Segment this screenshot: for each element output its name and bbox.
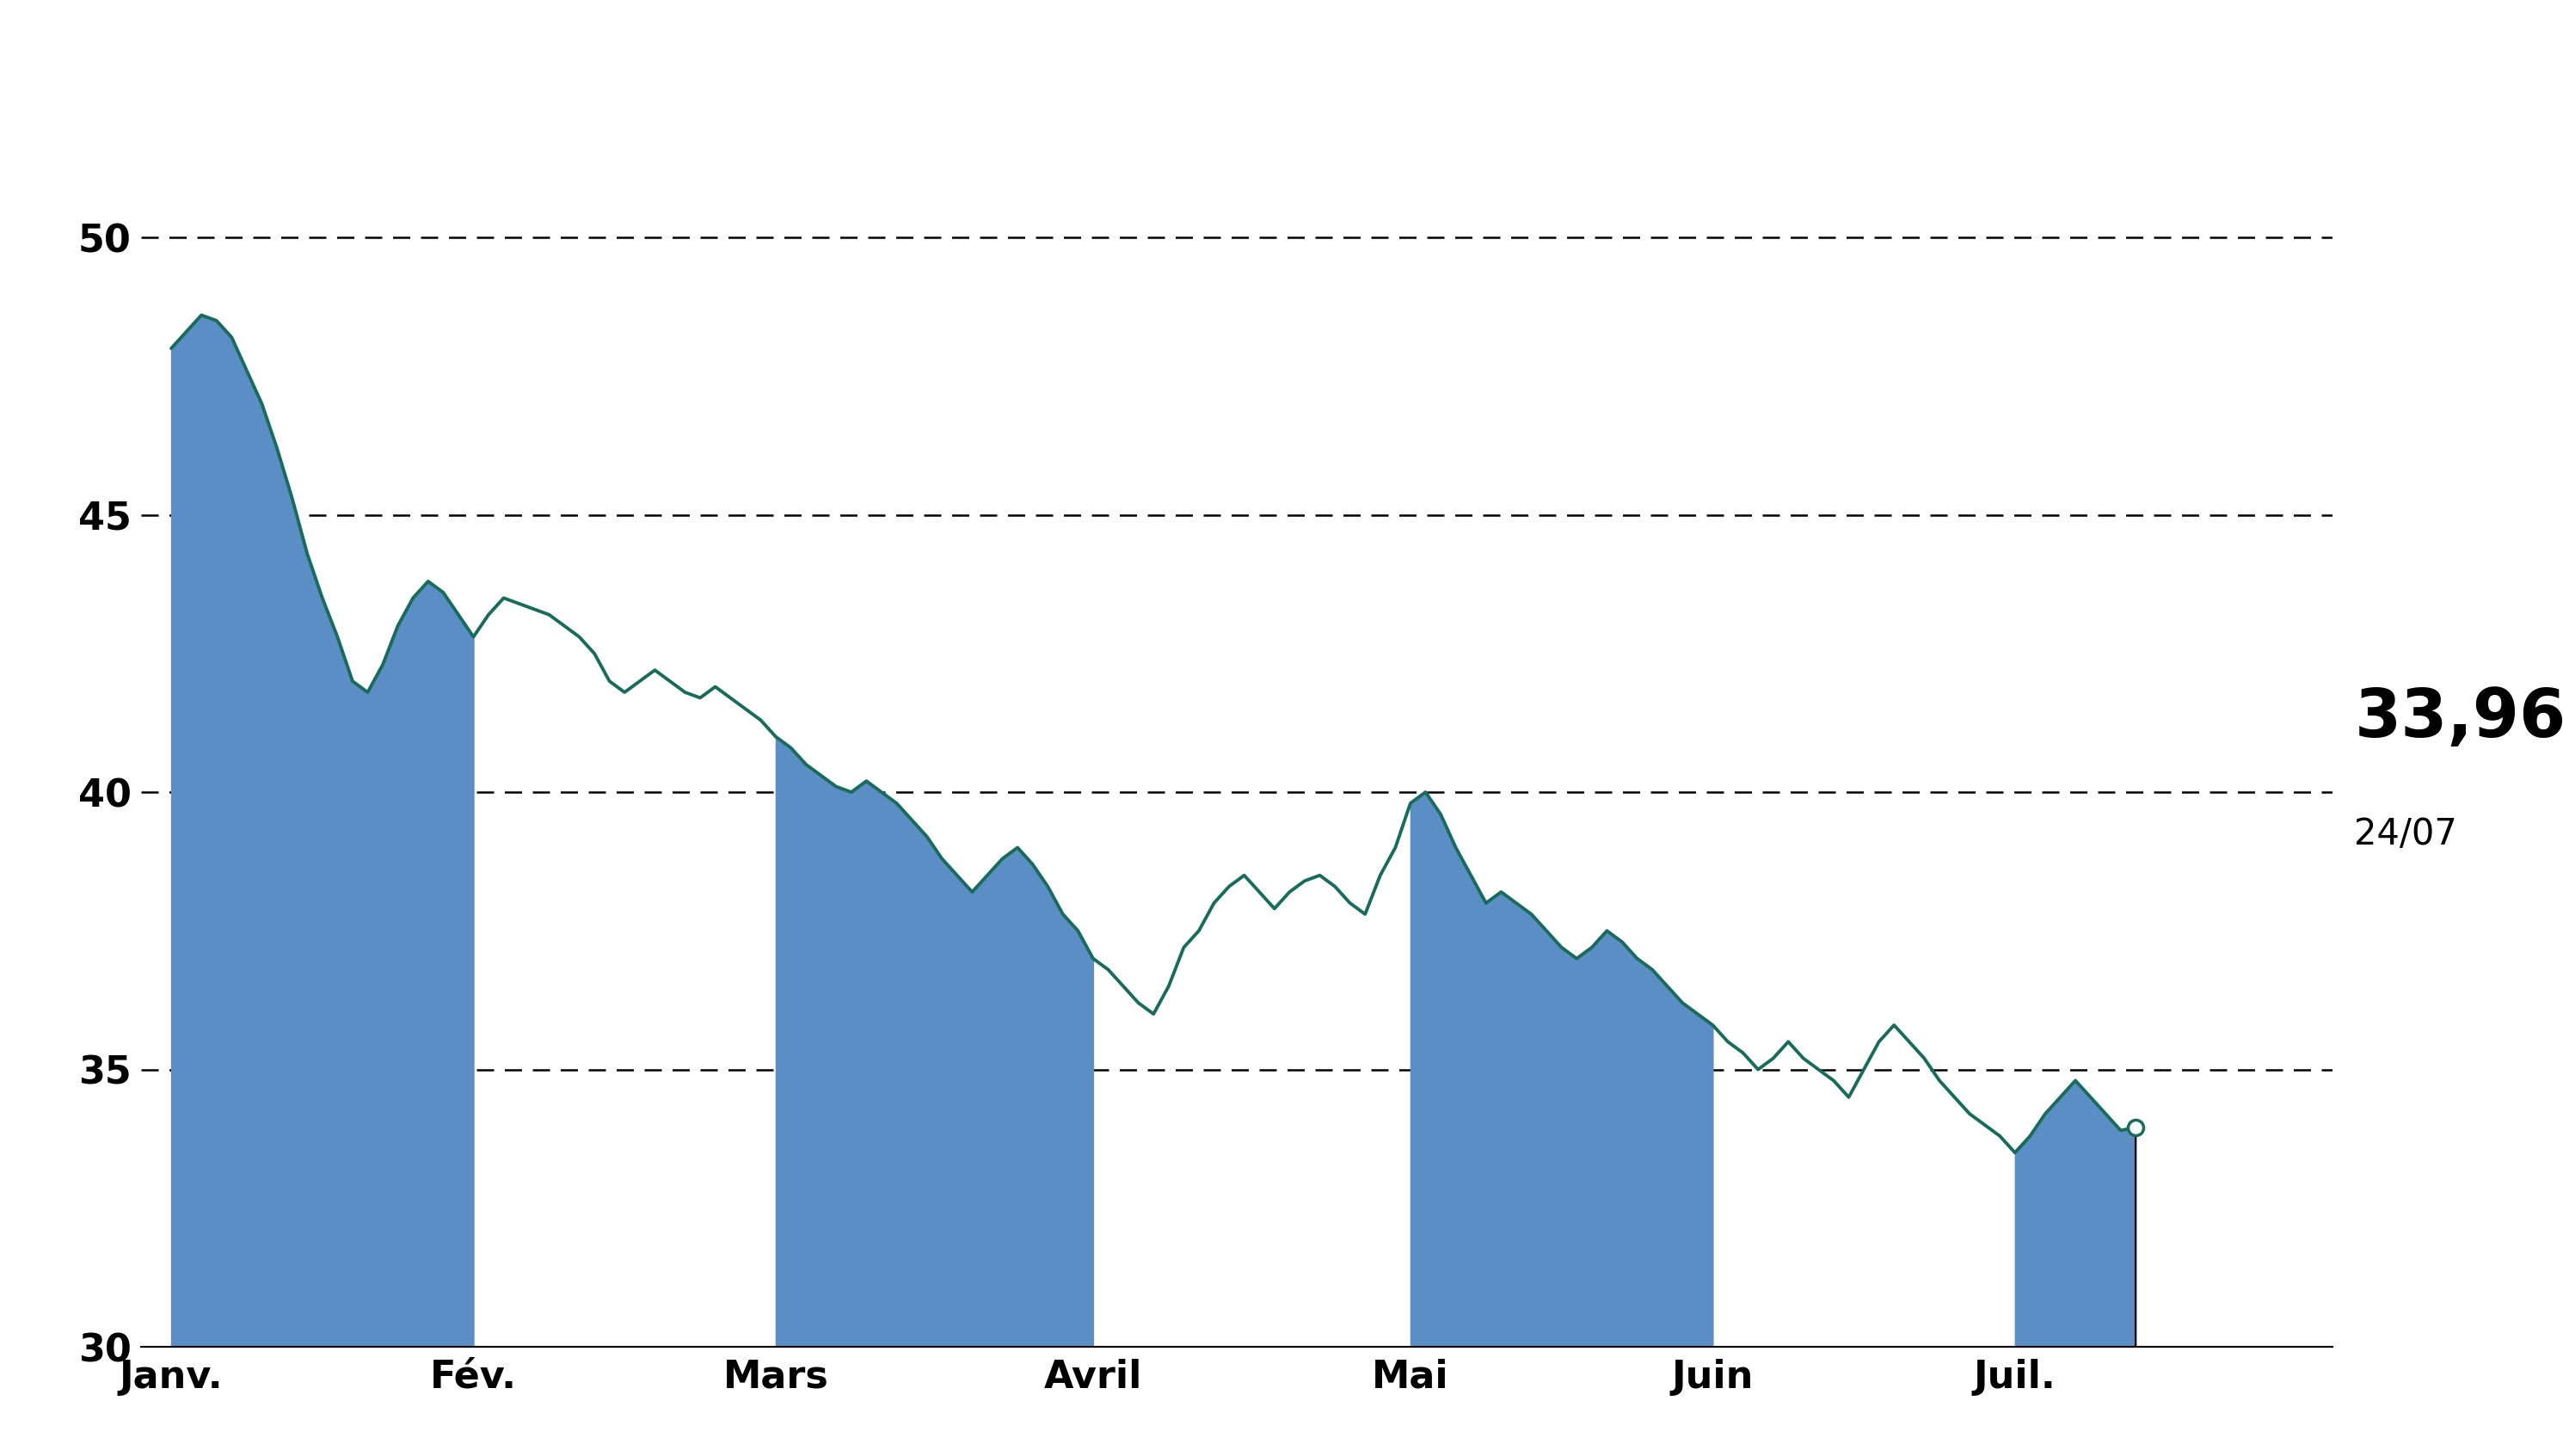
Text: 24/07: 24/07 (2355, 817, 2458, 852)
Text: 33,96: 33,96 (2355, 686, 2563, 750)
Text: DASSAULT SYSTEMES: DASSAULT SYSTEMES (710, 38, 1853, 130)
